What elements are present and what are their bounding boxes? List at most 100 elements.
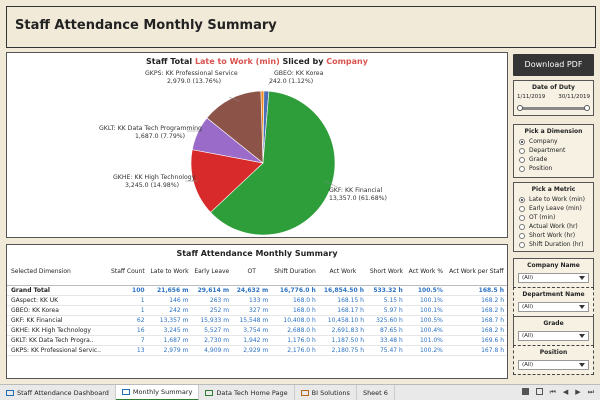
row-value-cell: 327 m [232, 305, 272, 316]
department-name-filter: Department Name (All) [513, 287, 594, 317]
position-filter-label: Position [539, 349, 568, 356]
grade-filter: Grade (All) [513, 316, 594, 346]
row-value-cell: 2,691.83 h [318, 325, 367, 336]
slider-end-handle[interactable] [584, 105, 590, 111]
position-select-value: (All) [522, 362, 534, 368]
row-value-cell: 168.5 h [445, 285, 507, 296]
table-row[interactable]: GAspect: KK UK 1 146 m 263 m 133 m 168.0 h 168… [7, 295, 507, 306]
dashboard-icon [300, 389, 309, 396]
row-value-cell: 21,656 m [147, 285, 192, 296]
radio-icon[interactable] [519, 214, 525, 221]
column-header: Act Work [318, 259, 367, 286]
row-value-cell: 15,933 m [191, 315, 233, 326]
tab-label: BI Solutions [311, 388, 350, 397]
tab-sheet-6[interactable]: Sheet 6 [357, 384, 395, 400]
tab-monthly-summary[interactable]: Monthly Summary [115, 384, 200, 400]
radio-icon[interactable] [519, 147, 525, 154]
metric-option[interactable]: Shift Duration (hr) [514, 240, 593, 249]
previous-sheet-icon[interactable]: ◀ [562, 388, 569, 396]
row-value-cell: 10,408.0 h [271, 315, 319, 326]
dashboard-icon [121, 388, 130, 395]
table-row[interactable]: GKLT: KK Data Tech Progra.. 7 1,687 m 2,730… [7, 335, 507, 346]
radio-icon[interactable] [519, 232, 525, 239]
label-gkhe-name: GKHE: KK High Technology [113, 174, 196, 181]
dimension-option[interactable]: Position [514, 164, 593, 173]
dimension-option-label: Grade [529, 156, 548, 163]
first-sheet-icon[interactable]: ⏮ [549, 388, 556, 396]
radio-icon[interactable] [519, 156, 525, 163]
row-value-cell: 100.5% [405, 315, 446, 326]
last-sheet-icon[interactable]: ⏭ [587, 388, 594, 396]
radio-icon[interactable] [519, 196, 525, 203]
pie-chart: GBEO: KK Korea 242.0 (1.12%) GKPS: KK Pr… [99, 70, 387, 236]
chevron-down-icon [579, 363, 585, 367]
metric-option-label: Actual Work (hr) [529, 223, 578, 230]
row-dimension-cell: GAspect: KK UK [7, 295, 109, 306]
dashboard-icon [6, 389, 14, 396]
page-title: Staff Attendance Monthly Summary [15, 18, 277, 33]
company-select[interactable]: (All) [518, 273, 589, 283]
tab-data-tech-home-page[interactable]: Data Tech Home Page [199, 384, 295, 400]
radio-icon[interactable] [519, 165, 525, 172]
row-value-cell: 168.2 h [445, 305, 507, 316]
row-value-cell: 2,730 m [191, 335, 233, 346]
table-row[interactable]: GKF: KK Financial 62 13,357 m 15,933 m 15,54… [7, 315, 507, 326]
dimension-option-label: Department [529, 147, 566, 154]
row-value-cell: 168.17 h [318, 305, 367, 316]
slider-start-handle[interactable] [517, 105, 523, 111]
tab-bi-solutions[interactable]: BI Solutions [295, 384, 357, 400]
position-select[interactable]: (All) [518, 360, 589, 370]
row-dimension-cell: GKF: KK Financial [7, 315, 109, 326]
radio-icon[interactable] [519, 205, 525, 212]
row-value-cell: 100.1% [405, 295, 446, 306]
dimension-option[interactable]: Company [514, 137, 593, 146]
row-value-cell: 263 m [191, 295, 233, 306]
metric-option-label: OT (min) [529, 214, 556, 221]
label-gklt-value: 1,687.0 (7.79%) [135, 133, 185, 140]
dimension-option[interactable]: Department [514, 146, 593, 155]
download-pdf-button[interactable]: Download PDF [513, 54, 594, 76]
radio-icon[interactable] [519, 223, 525, 230]
filmstrip-view-icon[interactable] [535, 388, 543, 395]
grade-select-value: (All) [522, 333, 534, 339]
pie-slice[interactable] [210, 90, 336, 236]
company-name-filter: Company Name (All) [513, 258, 594, 288]
grade-select[interactable]: (All) [518, 331, 589, 341]
row-value-cell: 100.1% [405, 305, 446, 316]
next-sheet-icon[interactable]: ▶ [575, 388, 581, 396]
metric-option[interactable]: Actual Work (hr) [514, 222, 593, 231]
tab-label: Sheet 6 [362, 388, 388, 397]
metric-option[interactable]: Short Work (hr) [514, 231, 593, 240]
table-row[interactable]: GKHE: KK High Technology 16 3,245 m 5,527 m… [7, 325, 507, 336]
row-value-cell: 13 [108, 345, 148, 356]
grid-view-icon[interactable] [521, 388, 529, 395]
table-title: Staff Attendance Monthly Summary [176, 249, 338, 258]
pie-slice[interactable] [190, 149, 264, 213]
company-filter-label: Company Name [527, 262, 580, 269]
department-select[interactable]: (All) [518, 302, 589, 312]
row-value-cell: 3,245 m [147, 325, 192, 336]
row-value-cell: 168.7 h [445, 315, 507, 326]
row-value-cell: 325.60 h [367, 315, 406, 326]
table-row[interactable]: GBEO: KK Korea 1 242 m 252 m 327 m 168.0 h 168… [7, 305, 507, 316]
label-gkf-name: GKF: KK Financial [329, 187, 382, 194]
metric-option[interactable]: Late to Work (min) [514, 195, 593, 204]
pie-slice[interactable] [206, 90, 264, 164]
row-value-cell: 100.2% [405, 345, 446, 356]
date-range-slider[interactable] [517, 105, 590, 111]
tab-staff-attendance-dashboard[interactable]: Staff Attendance Dashboard [0, 384, 116, 400]
sheet-tab-bar: Staff Attendance Dashboard Monthly Summa… [0, 384, 600, 400]
dimension-option[interactable]: Grade [514, 155, 593, 164]
radio-icon[interactable] [519, 138, 525, 145]
metric-option[interactable]: OT (min) [514, 213, 593, 222]
row-value-cell: 146 m [147, 295, 192, 306]
row-value-cell: 2,176.0 h [271, 345, 319, 356]
radio-icon[interactable] [519, 241, 525, 248]
row-value-cell: 169.6 h [445, 335, 507, 346]
row-dimension-cell: GKHE: KK High Technology [7, 325, 109, 336]
row-value-cell: 1,942 m [232, 335, 272, 346]
grand-total-row[interactable]: Grand Total 100 21,656 m 29,614 m 24,632 m 16… [7, 285, 507, 296]
metric-option[interactable]: Early Leave (min) [514, 204, 593, 213]
row-value-cell: 5.15 h [367, 295, 406, 306]
